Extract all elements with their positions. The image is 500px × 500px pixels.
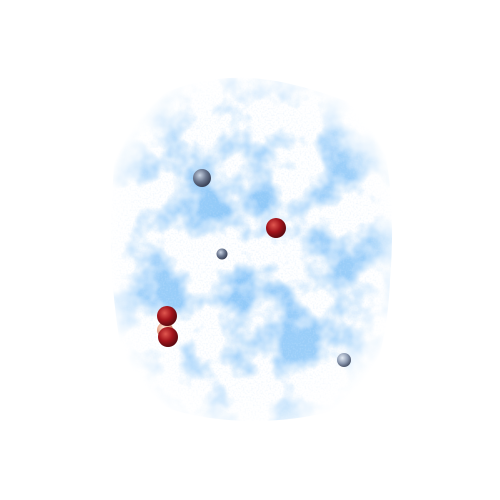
particle-sphere[interactable] [158,327,178,347]
particle-sphere[interactable] [157,306,177,326]
density-volume [90,70,410,430]
particle-sphere[interactable] [337,353,351,367]
particle-sphere[interactable] [216,248,228,260]
particle-group [157,169,351,367]
particle-sphere[interactable] [193,169,211,187]
particle-sphere[interactable] [266,218,286,238]
